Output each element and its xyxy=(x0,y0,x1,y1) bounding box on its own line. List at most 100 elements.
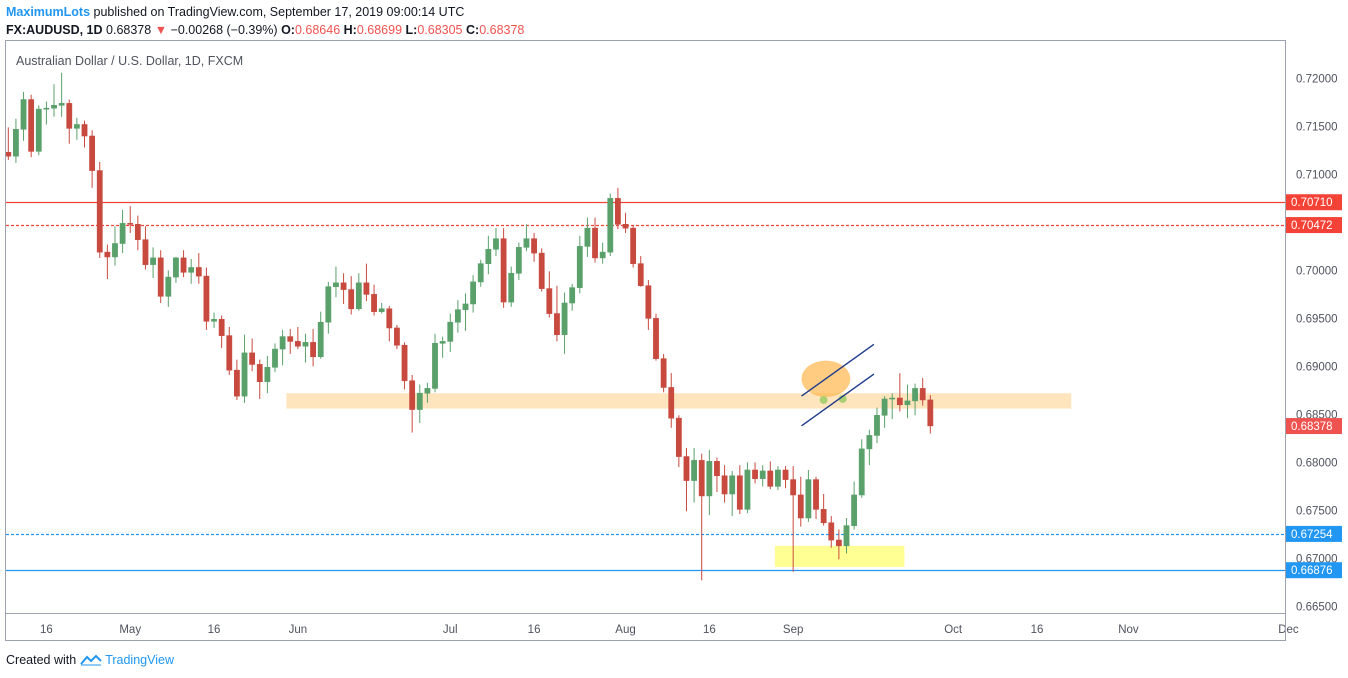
candle-body xyxy=(561,302,568,335)
high-value: 0.68699 xyxy=(356,23,403,37)
x-tick-label: Jul xyxy=(443,624,458,636)
candle-body xyxy=(363,282,370,295)
candle-body xyxy=(20,99,27,130)
author-link[interactable]: MaximumLots xyxy=(6,5,91,19)
candle-body xyxy=(866,435,873,450)
chart-legend-title: Australian Dollar / U.S. Dollar, 1D, FXC… xyxy=(16,54,244,68)
candle-body xyxy=(51,105,57,109)
candle-body xyxy=(165,276,172,297)
candle-body xyxy=(729,475,736,495)
candle-body xyxy=(13,128,19,157)
symbol-label[interactable]: FX:AUDUSD, 1D xyxy=(6,23,103,37)
candle-body xyxy=(500,238,507,303)
candle-body xyxy=(325,286,332,323)
candle-body xyxy=(6,152,12,157)
candle-body xyxy=(584,227,591,247)
candle-body xyxy=(569,287,576,304)
candle-body xyxy=(340,282,347,290)
y-tick-label: 0.68000 xyxy=(1296,457,1338,469)
candle-body xyxy=(249,352,256,365)
candle-body xyxy=(607,198,614,253)
y-tick-label: 0.72000 xyxy=(1296,73,1338,85)
candle-body xyxy=(538,252,545,289)
high-label: H: xyxy=(343,23,357,37)
candle-body xyxy=(203,275,210,322)
candle-body xyxy=(28,99,35,152)
chart-frame xyxy=(5,40,1286,641)
x-tick-label: 16 xyxy=(1031,624,1044,636)
candle-body xyxy=(226,335,233,371)
candle-body xyxy=(835,539,842,547)
level-price-tag-3: 0.66876 xyxy=(1291,565,1333,577)
candle-body xyxy=(675,417,682,457)
y-tick-label: 0.71500 xyxy=(1296,121,1338,133)
candle-body xyxy=(195,267,202,277)
x-tick-label: Oct xyxy=(944,624,963,636)
candle-body xyxy=(157,257,164,297)
x-tick-label: Jun xyxy=(289,624,308,636)
published-text: published on TradingView.com, September … xyxy=(93,5,465,19)
candle-body xyxy=(256,364,263,383)
candle-body xyxy=(394,327,400,346)
candle-body xyxy=(782,469,789,480)
candle-body xyxy=(378,308,385,312)
candle-body xyxy=(775,469,781,487)
x-tick-label: Sep xyxy=(783,624,803,636)
candle-body xyxy=(119,223,126,244)
candle-body xyxy=(752,469,758,479)
candle-body xyxy=(401,344,408,382)
candle-body xyxy=(447,321,454,342)
candle-body xyxy=(485,248,492,264)
candle-body xyxy=(317,321,324,358)
ohlc-bar: FX:AUDUSD, 1D 0.68378 ▼ −0.00268 (−0.39%… xyxy=(6,23,524,37)
candle-body xyxy=(142,239,149,265)
candle-body xyxy=(912,388,918,402)
target-zone xyxy=(774,545,905,567)
candle-body xyxy=(599,251,606,259)
channel-line-0 xyxy=(801,343,875,397)
level-price-tag-1: 0.70472 xyxy=(1291,220,1333,232)
candle-body xyxy=(889,397,896,400)
candle-body xyxy=(805,479,812,519)
tradingview-link[interactable]: TradingView xyxy=(105,653,174,667)
candle-body xyxy=(112,243,118,258)
created-with-text: Created with xyxy=(6,653,77,667)
candle-body xyxy=(35,108,42,152)
candle-body xyxy=(767,470,774,487)
flag-marker xyxy=(819,395,828,404)
candle-body xyxy=(409,380,416,410)
candle-body xyxy=(188,267,195,273)
support-resistance-zone xyxy=(286,393,1072,409)
candle-body xyxy=(637,263,644,287)
candle-body xyxy=(622,224,629,229)
candle-body xyxy=(813,479,819,510)
low-value: 0.68305 xyxy=(417,23,463,37)
candle-body xyxy=(790,479,797,496)
candle-body xyxy=(371,294,377,312)
candle-body xyxy=(881,398,888,416)
candle-body xyxy=(843,525,850,547)
candle-body xyxy=(660,358,667,388)
last-price-tag: 0.68378 xyxy=(1291,421,1333,433)
level-price-tag-0-bg xyxy=(1286,194,1342,211)
level-price-tag-2: 0.67254 xyxy=(1291,529,1333,541)
candle-body xyxy=(348,289,355,310)
x-tick-label: Nov xyxy=(1118,624,1139,636)
candle-body xyxy=(653,318,659,359)
candle-body xyxy=(858,448,865,496)
candle-body xyxy=(493,238,499,250)
candle-body xyxy=(454,309,461,323)
candle-body xyxy=(173,257,179,278)
candle-body xyxy=(477,263,484,283)
candle-body xyxy=(896,397,903,406)
y-tick-label: 0.69500 xyxy=(1296,313,1338,325)
candle-body xyxy=(714,461,720,477)
tradingview-logo-icon[interactable] xyxy=(80,654,102,666)
candle-body xyxy=(66,103,73,129)
plot-area xyxy=(6,72,1285,581)
candle-body xyxy=(73,124,80,129)
candle-body xyxy=(272,348,278,368)
candle-body xyxy=(150,257,156,265)
last-price: 0.68378 xyxy=(106,23,152,37)
